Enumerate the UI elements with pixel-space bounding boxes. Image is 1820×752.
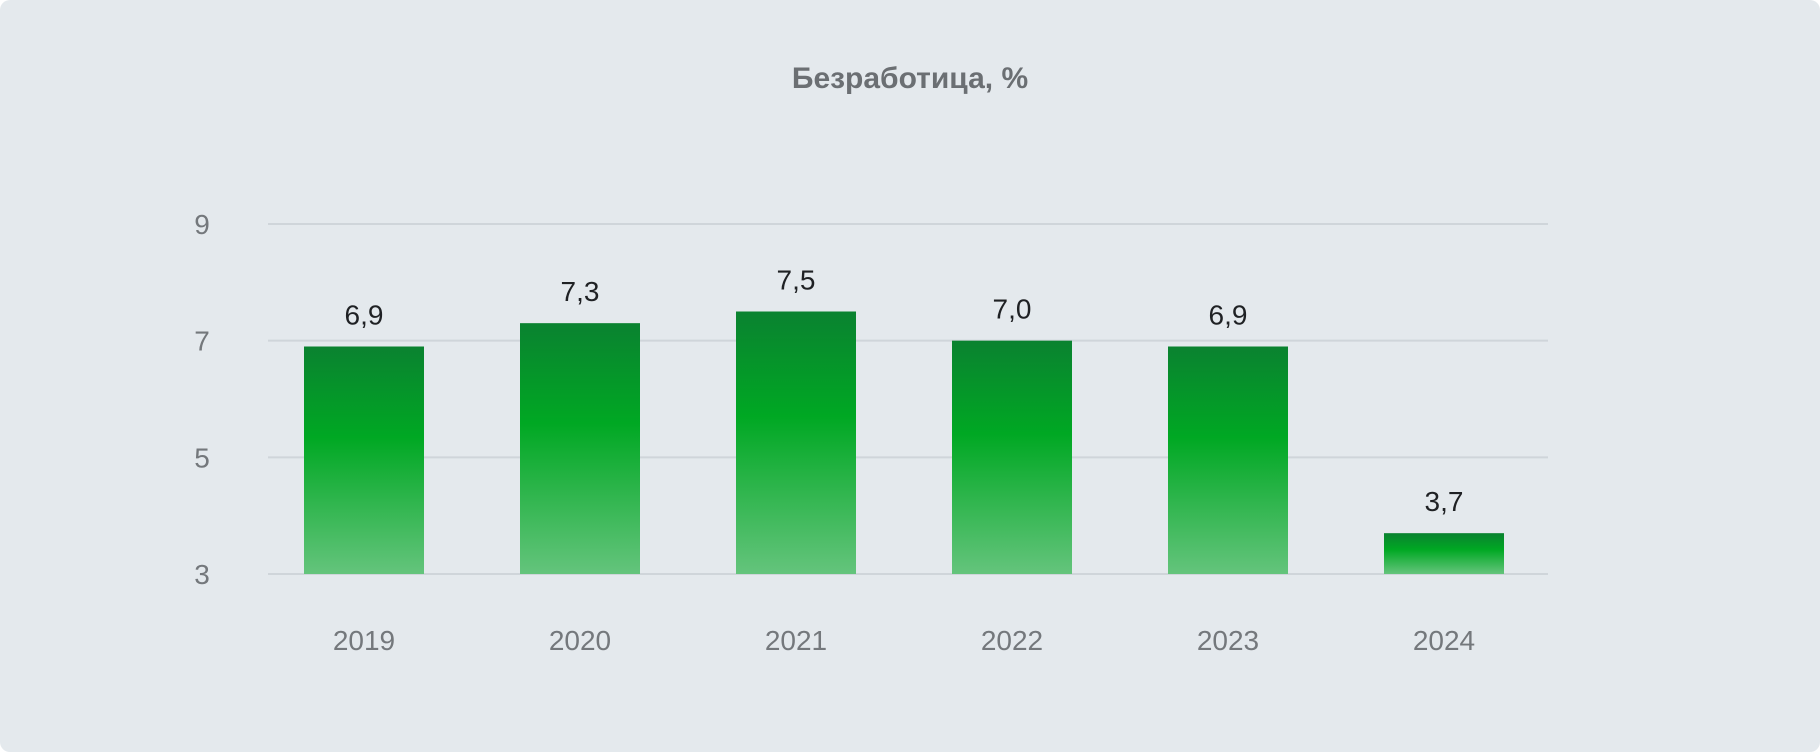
x-tick-label-2023: 2023 — [1197, 625, 1259, 656]
x-tick-label-2021: 2021 — [765, 625, 827, 656]
bar-2021 — [736, 311, 856, 574]
grid-layer: 3 5 7 9 — [194, 209, 1548, 590]
x-tick-label-2019: 2019 — [333, 625, 395, 656]
bar-layer — [304, 311, 1504, 574]
data-label-2020: 7,3 — [561, 276, 600, 307]
data-label-2021: 7,5 — [777, 265, 816, 296]
x-tick-label-2022: 2022 — [981, 625, 1043, 656]
bar-2020 — [520, 323, 640, 574]
label-layer: 6,9 2019 7,3 2020 7,5 2021 7,0 2022 6,9 2023 3,7 20… — [333, 265, 1475, 657]
x-tick-label-2020: 2020 — [549, 625, 611, 656]
bar-2019 — [304, 346, 424, 574]
x-tick-label-2024: 2024 — [1413, 625, 1475, 656]
data-label-2019: 6,9 — [345, 300, 384, 331]
y-tick-label: 5 — [194, 442, 210, 473]
bar-2022 — [952, 340, 1072, 574]
y-tick-label: 7 — [194, 326, 210, 357]
bar-2023 — [1168, 346, 1288, 574]
data-label-2024: 3,7 — [1425, 486, 1464, 517]
chart-title: Безработица, % — [791, 62, 1029, 95]
y-tick-label: 9 — [194, 209, 210, 240]
y-tick-label: 3 — [194, 559, 210, 590]
data-label-2023: 6,9 — [1209, 300, 1248, 331]
bar-2024 — [1384, 533, 1504, 574]
data-label-2022: 7,0 — [993, 294, 1032, 325]
